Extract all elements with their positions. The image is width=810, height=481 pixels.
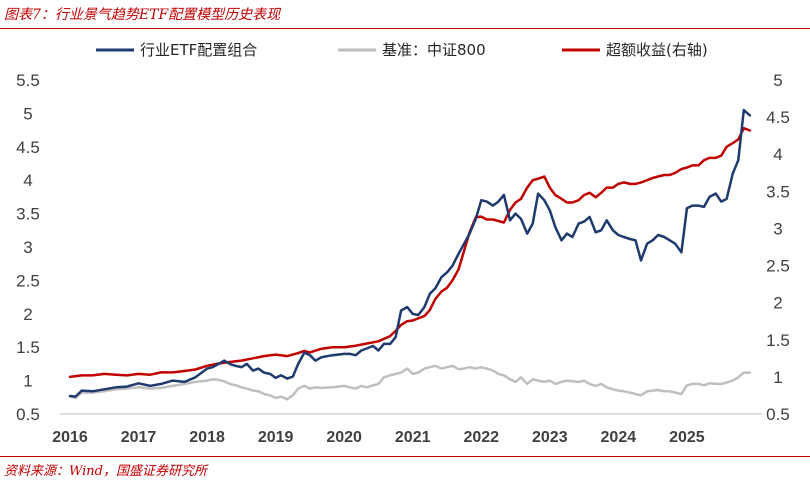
y-right-tick-label: 2 (773, 294, 782, 313)
y-right-tick-label: 1 (773, 368, 782, 387)
y-left-tick-label: 5.5 (16, 71, 40, 90)
y-axis-right: 0.5 1 1.5 2 2.5 3 3.5 4 4.5 5 (766, 71, 790, 424)
x-tick-label: 2016 (52, 429, 88, 446)
legend-label: 基准：中证800 (382, 41, 486, 59)
title-divider (0, 28, 810, 29)
source-note: 资料来源：Wind，国盛证券研究所 (4, 464, 207, 479)
y-left-tick-label: 4 (23, 171, 32, 190)
y-right-tick-label: 3.5 (766, 182, 790, 201)
y-left-tick-label: 0.5 (16, 405, 40, 424)
x-tick-label: 2023 (532, 429, 568, 446)
y-left-tick-label: 4.5 (16, 138, 40, 157)
x-tick-label: 2024 (601, 429, 637, 446)
series-line-2 (68, 126, 752, 379)
legend: 行业ETF配置组合 基准：中证800 超额收益(右轴) (96, 41, 708, 59)
y-left-tick-label: 1.5 (16, 338, 40, 357)
y-left-tick-label: 3.5 (16, 205, 40, 224)
y-left-tick-label: 5 (23, 104, 32, 123)
y-right-tick-label: 0.5 (766, 405, 790, 424)
plot-area (68, 108, 752, 401)
x-tick-label: 2022 (463, 429, 499, 446)
x-tick-label: 2019 (258, 429, 294, 446)
y-left-tick-label: 1 (23, 372, 32, 391)
y-left-tick-label: 2.5 (16, 271, 40, 290)
y-right-tick-label: 1.5 (766, 331, 790, 350)
figure-title: 图表7：行业景气趋势ETF配置模型历史表现 (4, 7, 281, 23)
series-line-1 (68, 364, 752, 401)
x-tick-label: 2021 (395, 429, 431, 446)
y-axis-left: 0.5 1 1.5 2 2.5 3 3.5 4 4.5 5 5.5 (16, 71, 40, 424)
y-right-tick-label: 3 (773, 219, 782, 238)
y-right-tick-label: 2.5 (766, 257, 790, 276)
y-right-tick-label: 5 (773, 71, 782, 90)
x-tick-label: 2018 (189, 429, 225, 446)
line-chart: 行业ETF配置组合 基准：中证800 超额收益(右轴) 0.5 1 1.5 2 2.5 3 3.… (16, 41, 790, 446)
y-left-tick-label: 2 (23, 305, 32, 324)
y-right-tick-label: 4 (773, 145, 782, 164)
x-tick-label: 2020 (326, 429, 362, 446)
x-tick-label: 2017 (121, 429, 157, 446)
legend-label: 行业ETF配置组合 (140, 41, 257, 59)
legend-label: 超额收益(右轴) (606, 41, 708, 59)
source-divider (0, 456, 810, 457)
y-right-tick-label: 4.5 (766, 108, 790, 127)
series-line-0 (68, 108, 752, 398)
x-axis: 2016 2017 2018 2019 2020 2021 2022 2023 2024 2025 (52, 429, 705, 446)
x-tick-label: 2025 (669, 429, 705, 446)
y-left-tick-label: 3 (23, 238, 32, 257)
